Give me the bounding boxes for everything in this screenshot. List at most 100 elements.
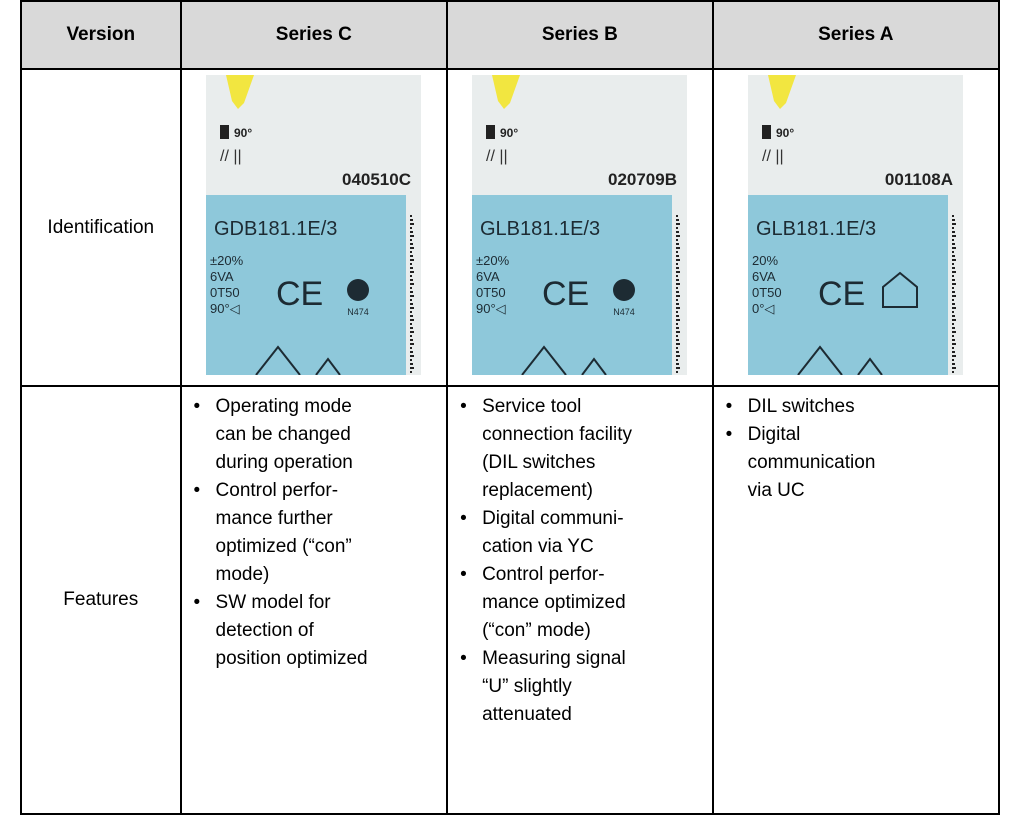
barcode-bar [410, 238, 413, 241]
barcode-bar [952, 362, 956, 365]
mark-text: N474 [348, 307, 370, 317]
barcode-bar [410, 230, 414, 233]
barcode-bar [676, 226, 679, 229]
barcode-bar [410, 242, 414, 245]
barcode-bar [952, 322, 955, 325]
spec-text: 0T50 [476, 285, 506, 300]
feature-line: connection facility [482, 424, 633, 445]
barcode-bar [676, 346, 679, 349]
feature-line: mance further [215, 508, 333, 529]
features-cell: DIL switches Digital communication via UC [711, 385, 1001, 815]
barcode-bar [676, 342, 681, 345]
barcode-bar [676, 362, 680, 365]
barcode-bar [676, 274, 679, 277]
barcode-bar [410, 286, 413, 289]
features-cell: Service tool connection facility (DIL swit… [446, 385, 714, 815]
barcode-bar [410, 342, 415, 345]
barcode-bar [952, 282, 957, 285]
spec-text: 90°◁ [210, 301, 240, 316]
barcode-bar [952, 310, 955, 313]
barcode-bar [676, 314, 680, 317]
barcode-bar [952, 222, 957, 225]
barcode-bar [410, 306, 415, 309]
angle-text: 90° [500, 126, 518, 140]
barcode-bar [952, 286, 955, 289]
barcode-bar [952, 314, 956, 317]
pointer [226, 74, 255, 109]
barcode-bar [676, 330, 681, 333]
barcode-bar [676, 266, 680, 269]
barcode-bar [676, 294, 681, 297]
model-text: GLB181.1E/3 [756, 218, 876, 240]
spec-text: 0T50 [210, 285, 240, 300]
barcode-bar [676, 358, 679, 361]
feature-line: Service tool [482, 396, 582, 417]
house-icon [882, 271, 919, 308]
image-cell: 90° // || 001108A GLB181.1E/3 20% 6VA 0T50 0°◁ C… [711, 68, 1001, 387]
barcode-bar [676, 318, 681, 321]
feature-line: detection of [215, 620, 314, 641]
barcode-bar [410, 218, 414, 221]
feature-line: Digital [747, 424, 801, 445]
feature-line: Control perfor- [482, 564, 605, 585]
blue-label [472, 194, 673, 375]
barcode-bar [676, 230, 680, 233]
barcode-bar [952, 326, 956, 329]
tick-mark [762, 124, 772, 139]
barcode-bar [952, 346, 955, 349]
barcode-bar [676, 310, 679, 313]
model-text: GLB181.1E/3 [480, 218, 600, 240]
feature-line: via UC [747, 480, 805, 501]
spec-text: 0T50 [752, 285, 782, 300]
barcode-bar [952, 358, 955, 361]
barcode-bar [676, 338, 680, 341]
barcode-bar [410, 354, 415, 357]
barcode-bar [676, 238, 679, 241]
barcode-bar [410, 330, 415, 333]
barcode-bar [676, 302, 680, 305]
code-text: 001108A [885, 170, 953, 189]
feature-line: mance optimized [482, 592, 626, 613]
barcode-bar [952, 338, 956, 341]
barcode-bar [410, 262, 413, 265]
header-cell: Series B [446, 0, 714, 70]
feature-line: can be changed [215, 424, 351, 445]
spec-text: ±20% [210, 253, 244, 268]
spec-text: 90°◁ [476, 301, 506, 316]
barcode-bar [410, 282, 415, 285]
feature-line: replacement) [482, 480, 593, 501]
barcode-bar [410, 298, 413, 301]
feature-item: Control perfor-mance further optimized (“… [194, 477, 447, 589]
ce-mark: CE [818, 275, 865, 313]
barcode-bar [676, 242, 680, 245]
header-cell: Version [20, 0, 182, 70]
header-cell: Series A [711, 0, 1001, 70]
feature-line: Measuring signal [482, 648, 626, 669]
barcode-bar [676, 370, 679, 373]
barcode-bar [676, 298, 679, 301]
image-cell: 90° // || 040510C GDB181.1E/3 ±20% 6VA 0T50 90°… [179, 68, 449, 387]
feature-line: position optimized [215, 648, 368, 669]
feature-line: communication [747, 452, 876, 473]
triangles [797, 344, 884, 376]
barcode-bar [676, 250, 679, 253]
triangles [521, 344, 608, 376]
barcode-bar [676, 286, 679, 289]
angle-text: 90° [234, 126, 252, 140]
feature-item: Service tool connection facility (DIL swit… [460, 393, 712, 505]
features-row: Features Operating mode can be changed dur… [20, 385, 1001, 815]
barcode-bar [952, 334, 955, 337]
barcode-bar [410, 326, 414, 329]
barcode-bar [952, 218, 956, 221]
barcode-bar [952, 350, 956, 353]
code-text: 040510C [342, 170, 411, 189]
feature-item: Control perfor-mance optimized (“con” mod… [460, 561, 712, 645]
barcode-bar [952, 246, 957, 249]
code-text: 020709B [608, 170, 677, 189]
barcode-bar [676, 326, 680, 329]
barcode-bar [410, 370, 413, 373]
feature-line: DIL switches [747, 396, 855, 417]
barcode-bar [676, 306, 681, 309]
angle-text: 90° [776, 126, 794, 140]
barcode-bar [952, 230, 956, 233]
